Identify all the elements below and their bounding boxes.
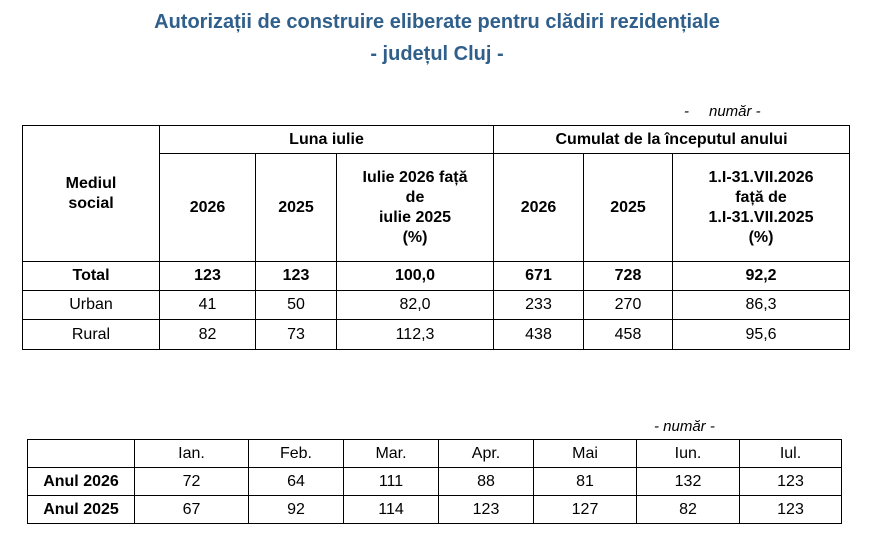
- cell: 123: [739, 467, 842, 496]
- row-label: Urban: [22, 290, 160, 320]
- cell: 458: [583, 319, 674, 350]
- cell: 233: [493, 290, 585, 320]
- cell: 82: [636, 495, 740, 524]
- cell: 67: [134, 495, 249, 524]
- cell: 86,3: [672, 290, 851, 320]
- cell: 92: [248, 495, 344, 524]
- cell: 111: [343, 467, 439, 496]
- unit-text: număr -: [709, 103, 761, 120]
- cell: 82: [159, 319, 256, 350]
- cell: 123: [255, 261, 337, 291]
- corner-cell: [27, 439, 135, 468]
- unit-label-table1: - număr -: [684, 103, 761, 121]
- cell: 92,2: [672, 261, 851, 291]
- cell: 270: [583, 290, 674, 320]
- cell: 100,0: [335, 261, 495, 291]
- cell: 64: [248, 467, 344, 496]
- header-cumulat: Cumulat de la începutul anului: [493, 125, 851, 154]
- cell: 123: [739, 495, 842, 524]
- cell: 95,6: [672, 319, 851, 350]
- page-subtitle: - județul Cluj -: [370, 43, 504, 65]
- page-title: Autorizații de construire eliberate pent…: [154, 11, 720, 33]
- cell: 72: [134, 467, 249, 496]
- month-header: Iul.: [739, 439, 842, 468]
- month-header: Mar.: [343, 439, 439, 468]
- unit-dash: -: [684, 103, 689, 120]
- header-luna-percent: Iulie 2026 față de iulie 2025 (%): [335, 153, 495, 262]
- month-header: Feb.: [248, 439, 344, 468]
- table-row-2026: Anul 2026 72 64 111 88 81 132 123: [27, 467, 842, 496]
- table-row-rural: Rural 82 73 112,3 438 458 95,6: [22, 319, 851, 350]
- header-2026: 2026: [159, 153, 256, 262]
- row-label: Anul 2026: [27, 467, 135, 496]
- cell: 127: [533, 495, 637, 524]
- month-header: Iun.: [636, 439, 740, 468]
- permits-by-area-table: Mediul social Luna iulie Cumulat de la în…: [22, 125, 851, 350]
- month-header: Apr.: [438, 439, 534, 468]
- month-header: Mai: [533, 439, 637, 468]
- month-header: Ian.: [134, 439, 249, 468]
- header-cum-2025: 2025: [583, 153, 674, 262]
- cell: 132: [636, 467, 740, 496]
- cell: 114: [343, 495, 439, 524]
- cell: 671: [493, 261, 585, 291]
- cell: 73: [255, 319, 337, 350]
- header-cum-percent: 1.I-31.VII.2026 față de 1.I-31.VII.2025 (%): [672, 153, 851, 262]
- row-label: Total: [22, 261, 160, 291]
- monthly-permits-table: Ian. Feb. Mar. Apr. Mai Iun. Iul. Anul 2…: [27, 439, 842, 524]
- table-header-row: Ian. Feb. Mar. Apr. Mai Iun. Iul.: [27, 439, 842, 468]
- table-row-urban: Urban 41 50 82,0 233 270 86,3: [22, 290, 851, 320]
- cell: 41: [159, 290, 256, 320]
- cell: 81: [533, 467, 637, 496]
- cell: 728: [583, 261, 674, 291]
- header-mediul-social: Mediul social: [22, 125, 160, 262]
- cell: 88: [438, 467, 534, 496]
- cell: 112,3: [335, 319, 495, 350]
- cell: 123: [438, 495, 534, 524]
- header-cum-2026: 2026: [493, 153, 585, 262]
- unit-label-table2: - număr -: [654, 418, 715, 435]
- row-label: Rural: [22, 319, 160, 350]
- cell: 82,0: [335, 290, 495, 320]
- cell: 438: [493, 319, 585, 350]
- cell: 123: [159, 261, 256, 291]
- cell: 50: [255, 290, 337, 320]
- table-row-2025: Anul 2025 67 92 114 123 127 82 123: [27, 495, 842, 524]
- header-2025: 2025: [255, 153, 337, 262]
- row-label: Anul 2025: [27, 495, 135, 524]
- header-luna-iulie: Luna iulie: [158, 125, 495, 154]
- table-row-total: Total 123 123 100,0 671 728 92,2: [22, 261, 851, 291]
